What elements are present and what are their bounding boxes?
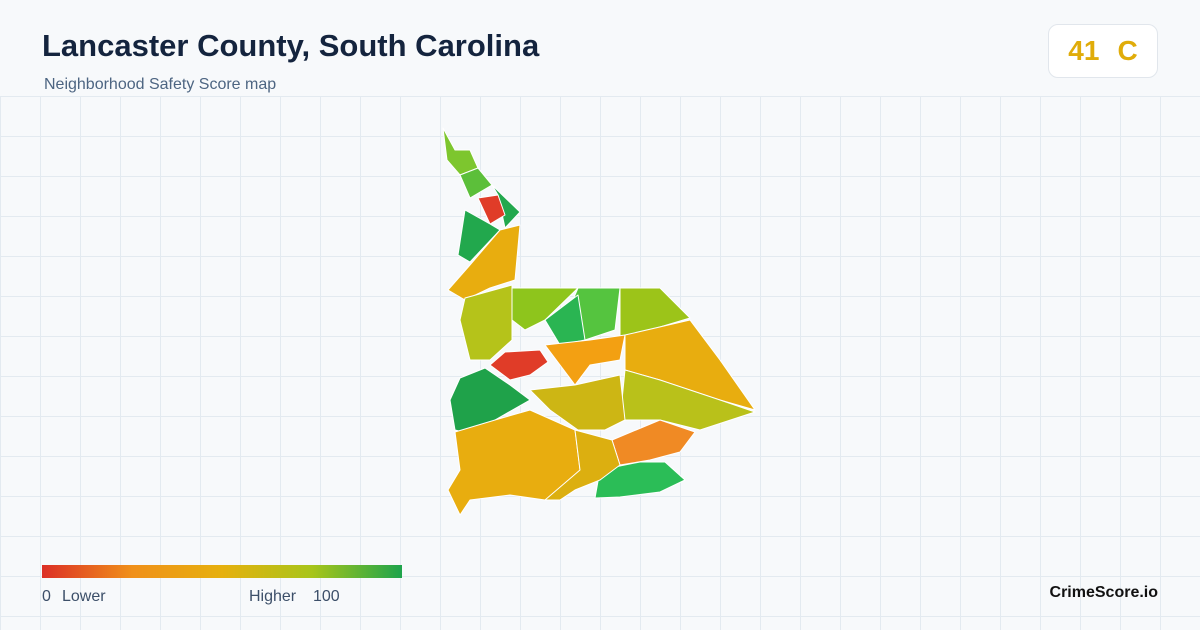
- legend-min: 0: [42, 588, 51, 605]
- region: [489, 349, 549, 381]
- legend-min-label: Lower: [62, 588, 106, 605]
- region: [459, 284, 513, 361]
- region: [594, 461, 686, 499]
- region: [619, 287, 691, 341]
- region: [457, 209, 501, 263]
- title: Lancaster County, South Carolina: [42, 28, 540, 63]
- region: [544, 429, 621, 501]
- region: [442, 127, 479, 176]
- legend-max: 100: [313, 588, 340, 605]
- brand: CrimeScore.io: [1049, 584, 1158, 601]
- region: [544, 294, 586, 346]
- region: [511, 287, 579, 331]
- score-badge: 41 C: [1048, 24, 1158, 78]
- region: [611, 419, 696, 466]
- region: [491, 184, 521, 229]
- region: [529, 374, 626, 431]
- score-value: 41: [1068, 35, 1100, 66]
- region: [619, 369, 756, 431]
- region: [477, 194, 506, 225]
- score-grade: C: [1117, 35, 1138, 66]
- legend-max-label: Higher: [249, 588, 297, 605]
- legend-gradient: [42, 565, 402, 578]
- subtitle: Neighborhood Safety Score map: [44, 76, 277, 93]
